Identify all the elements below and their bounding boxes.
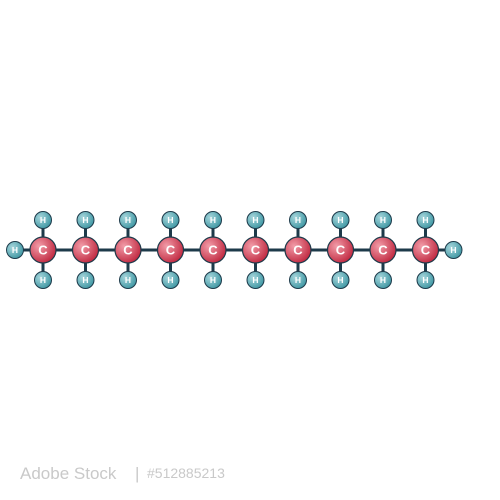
- hydrogen-atom-label: H: [450, 245, 456, 255]
- watermark-provider: Adobe Stock: [20, 464, 117, 483]
- hydrogen-atom-label: H: [210, 275, 216, 285]
- hydrogen-atom-label: H: [252, 275, 258, 285]
- hydrogen-atom-label: H: [167, 275, 173, 285]
- carbon-atom-label: C: [293, 243, 303, 258]
- hydrogen-atom-label: H: [40, 215, 46, 225]
- hydrogen-atom-label: H: [82, 215, 88, 225]
- hydrogen-atom-label: H: [40, 275, 46, 285]
- watermark-separator: |: [135, 464, 139, 483]
- molecule-diagram: H H H H H H H H H H H H H H H H H H H H H H C C C C C C C C C C Adobe S…: [0, 0, 500, 500]
- carbon-atom-label: C: [421, 243, 431, 258]
- hydrogen-atom-label: H: [12, 245, 18, 255]
- carbon-atom-label: C: [251, 243, 261, 258]
- hydrogen-atom-label: H: [422, 275, 428, 285]
- watermark-id: #512885213: [147, 465, 225, 481]
- hydrogen-atom-label: H: [82, 275, 88, 285]
- carbon-atom-label: C: [378, 243, 388, 258]
- hydrogen-atom-label: H: [252, 215, 258, 225]
- carbon-atom-label: C: [123, 243, 133, 258]
- carbon-atom-label: C: [208, 243, 218, 258]
- hydrogen-atom-label: H: [337, 215, 343, 225]
- carbon-atom-label: C: [38, 243, 48, 258]
- hydrogen-atom-label: H: [167, 215, 173, 225]
- hydrogen-atom-label: H: [295, 215, 301, 225]
- watermark: Adobe Stock | #512885213: [20, 464, 225, 483]
- hydrogen-atom-label: H: [422, 215, 428, 225]
- hydrogen-atom-label: H: [380, 275, 386, 285]
- carbon-atom-label: C: [166, 243, 176, 258]
- carbon-atom-label: C: [336, 243, 346, 258]
- hydrogen-atom-label: H: [380, 215, 386, 225]
- carbon-atom-label: C: [81, 243, 91, 258]
- hydrogen-atom-label: H: [210, 215, 216, 225]
- hydrogen-atom-label: H: [337, 275, 343, 285]
- hydrogen-atom-label: H: [125, 275, 131, 285]
- hydrogen-atom-label: H: [125, 215, 131, 225]
- hydrogen-atom-label: H: [295, 275, 301, 285]
